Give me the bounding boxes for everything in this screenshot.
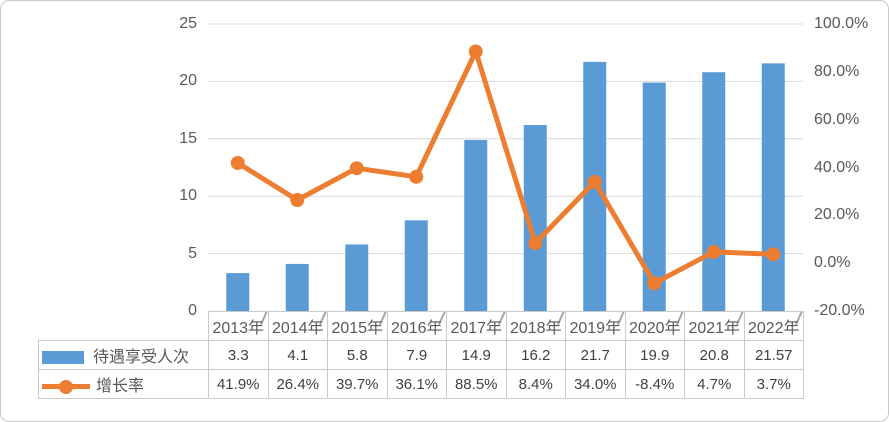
- growth-value-cell: -8.4%: [624, 369, 685, 399]
- bar-2022年: [761, 63, 785, 311]
- bar-2018年: [523, 125, 547, 311]
- growth-rate-marker-2022年: [766, 247, 781, 262]
- bar-series-label: 待遇享受人次: [93, 349, 190, 366]
- year-header-cell: 2019年: [565, 311, 626, 341]
- bar-2020年: [642, 82, 666, 311]
- year-header-cell: 2014年: [267, 311, 328, 341]
- bar-value-cell: 21.57: [743, 340, 804, 370]
- growth-value-cell: 34.0%: [565, 369, 626, 399]
- right-axis-tick: 40.0%: [814, 158, 860, 176]
- growth-value-cell: 39.7%: [327, 369, 388, 399]
- year-header-cell: 2020年: [624, 311, 685, 341]
- left-axis-tick: 0: [188, 302, 197, 319]
- year-header-cell: 2021年: [684, 311, 745, 341]
- legend-line-series: 增长率: [38, 369, 209, 399]
- growth-rate-marker-2018年: [528, 236, 543, 251]
- line-series-swatch-icon: [42, 379, 90, 394]
- year-header-cell: 2022年: [743, 311, 804, 341]
- growth-value-cell: 88.5%: [446, 369, 507, 399]
- bar-series-swatch-icon: [42, 351, 84, 365]
- growth-rate-marker-2017年: [468, 44, 483, 59]
- left-axis-tick: 15: [179, 129, 197, 147]
- year-header-cell: 2018年: [505, 311, 566, 341]
- bar-2015年: [345, 244, 369, 311]
- bar-value-cell: 4.1: [267, 340, 328, 370]
- bar-2014年: [285, 263, 309, 311]
- year-header-cell: 2017年: [446, 311, 507, 341]
- growth-rate-marker-2020年: [647, 276, 662, 291]
- legend-bar-series: 待遇享受人次: [38, 340, 209, 370]
- growth-rate-marker-2021年: [706, 244, 721, 259]
- line-series-marker-icon: [59, 379, 73, 394]
- line-series-label: 增长率: [96, 378, 145, 395]
- growth-value-cell: 36.1%: [386, 369, 447, 399]
- bar-value-cell: 3.3: [208, 340, 269, 370]
- bar-2017年: [464, 139, 488, 311]
- growth-value-cell: 26.4%: [267, 369, 328, 399]
- growth-rate-marker-2019年: [587, 174, 602, 189]
- chart-data-table: 2013年 2014年 2015年 2016年 2017年 2018年 2019年 2020年…: [38, 311, 804, 399]
- growth-value-cell: 41.9%: [208, 369, 269, 399]
- growth-rate-line: [235, 49, 776, 286]
- year-header-cell: 2016年: [386, 311, 447, 341]
- growth-rate-marker-2013年: [230, 155, 245, 170]
- bar-value-cell: 7.9: [386, 340, 447, 370]
- left-axis-tick: 10: [179, 187, 197, 205]
- bar-value-cell: 5.8: [327, 340, 388, 370]
- growth-value-cell: 3.7%: [743, 369, 804, 399]
- bar-2013年: [226, 273, 250, 311]
- growth-value-cell: 4.7%: [684, 369, 745, 399]
- right-axis-tick: 60.0%: [814, 110, 860, 128]
- growth-value-cell: 8.4%: [505, 369, 566, 399]
- growth-rate-marker-2014年: [290, 193, 305, 208]
- table-corner-spacer: [39, 312, 209, 341]
- bar-value-cell: 21.7: [565, 340, 626, 370]
- left-axis-tick: 20: [179, 72, 197, 90]
- right-axis-tick: 0.0%: [814, 254, 851, 272]
- bar-value-cell: 20.8: [684, 340, 745, 370]
- right-axis-tick: -20.0%: [814, 302, 865, 319]
- year-header-cell: 2013年: [208, 311, 269, 341]
- bar-value-cell: 16.2: [505, 340, 566, 370]
- right-axis-tick: 100.0%: [814, 15, 869, 32]
- bar-2021年: [702, 72, 726, 311]
- bar-value-cell: 19.9: [624, 340, 685, 370]
- left-axis-tick: 5: [188, 244, 197, 262]
- growth-rate-marker-2015年: [349, 161, 364, 176]
- combo-chart-plot: [208, 23, 803, 311]
- left-axis-tick: 25: [179, 15, 197, 32]
- right-axis-tick: 20.0%: [814, 206, 860, 224]
- right-axis-tick: 80.0%: [814, 62, 860, 80]
- growth-rate-marker-2016年: [409, 169, 424, 184]
- bar-value-cell: 14.9: [446, 340, 507, 370]
- bar-2016年: [404, 220, 428, 311]
- year-header-cell: 2015年: [327, 311, 388, 341]
